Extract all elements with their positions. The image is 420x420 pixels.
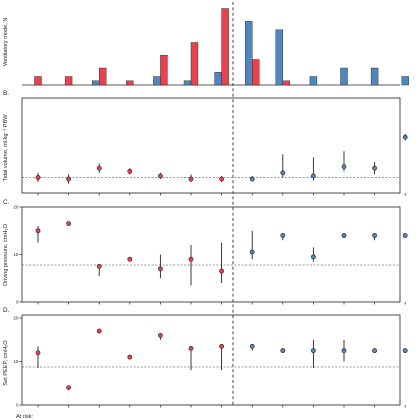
bar-series1-cat3	[91, 80, 100, 86]
panel-c-frame	[21, 206, 401, 303]
point-10	[310, 254, 316, 260]
panel-d-yticks: 0 10 20	[13, 316, 22, 408]
point-10	[310, 173, 316, 179]
point-3	[96, 165, 102, 171]
panel-d-label: D.	[3, 307, 10, 314]
bar-series3-cat11	[340, 67, 348, 86]
point-5	[157, 173, 163, 179]
panel-d-ylabel: Set PEEP, cmH₂O	[3, 340, 9, 386]
point-12	[372, 348, 377, 354]
bar-series1-cat8	[244, 21, 253, 86]
point-4	[127, 354, 133, 360]
point-8	[249, 176, 255, 182]
ytick-label-10: 10	[13, 252, 19, 257]
point-3	[96, 328, 102, 334]
panel-c-label: C.	[3, 199, 10, 206]
point-2	[66, 385, 71, 390]
bar-series1-cat6	[183, 80, 192, 86]
ytick-label-0: 0	[16, 300, 19, 305]
panel-c-yticks: 0 10 20	[13, 205, 22, 305]
point-6	[188, 256, 194, 262]
panel-d-frame	[21, 314, 401, 406]
bar-series3-cat12	[370, 67, 379, 86]
point-7	[219, 343, 224, 349]
panel-c-ylabel: Driving pressure, cmH₂O	[3, 223, 9, 285]
panel-a-bars	[34, 8, 409, 86]
panel-c: C. Driving pressure, cmH₂O 0 10 20	[3, 199, 408, 305]
point-1	[35, 175, 41, 180]
point-4	[127, 168, 133, 174]
point-12	[372, 165, 377, 171]
point-5	[157, 332, 163, 338]
point-11	[341, 348, 347, 354]
panel-b-points	[35, 134, 408, 184]
point-5	[157, 266, 163, 272]
bar-series2-cat3	[98, 67, 107, 86]
point-9	[280, 233, 286, 238]
ytick-label-10: 10	[13, 359, 19, 364]
bar-series3-cat10	[309, 76, 318, 86]
point-2	[66, 176, 71, 182]
point-3	[96, 263, 102, 269]
point-10	[310, 348, 316, 354]
point-6	[188, 176, 194, 182]
point-1	[35, 228, 41, 234]
bar-series2-cat6	[190, 42, 199, 86]
ytick-label-20: 20	[13, 205, 19, 210]
panel-b-frame	[21, 97, 401, 194]
point-13	[402, 134, 408, 140]
point-11	[341, 164, 347, 170]
bar-series1-cat5	[153, 76, 161, 86]
bar-series1-cat9	[275, 29, 283, 86]
panel-d-points	[35, 328, 408, 390]
point-7	[219, 176, 224, 182]
panel-c-points	[35, 221, 408, 286]
panel-a: Ventilatory mode, N	[3, 8, 409, 86]
ytick-label-20: 20	[13, 316, 19, 321]
point-4	[127, 256, 133, 262]
point-12	[372, 233, 377, 238]
point-7	[219, 268, 224, 274]
bar-series3-cat13	[401, 76, 409, 86]
bar-series2-cat7	[221, 8, 229, 86]
footer-text: At risk:	[16, 414, 34, 420]
bar-series2-cat2	[64, 76, 73, 86]
bar-series2-cat1	[34, 76, 42, 86]
panel-d: D. Set PEEP, cmH₂O 0 10 20	[3, 307, 408, 408]
bar-series2-cat4	[126, 80, 134, 86]
point-9	[280, 170, 286, 176]
bar-series1-cat7	[214, 72, 222, 86]
point-9	[280, 348, 286, 354]
point-1	[35, 350, 41, 356]
bar-series2-cat9	[282, 80, 290, 86]
point-13	[402, 233, 408, 238]
point-6	[188, 346, 194, 351]
panel-b-label: B.	[3, 90, 9, 97]
bar-series2-cat8	[251, 59, 260, 86]
point-8	[249, 343, 255, 349]
bar-series2-cat5	[160, 55, 168, 86]
point-2	[66, 221, 71, 227]
x-ticks	[37, 193, 406, 408]
panel-a-ylabel: Ventilatory mode, N	[3, 18, 9, 67]
point-8	[249, 249, 255, 255]
panel-b: B. Tidal volume, ml.kg⁻¹ PBW	[3, 90, 408, 194]
point-11	[341, 233, 347, 238]
ytick-label-0: 0	[16, 403, 19, 408]
point-13	[402, 348, 408, 354]
panel-b-ylabel: Tidal volume, ml.kg⁻¹ PBW	[3, 114, 9, 182]
